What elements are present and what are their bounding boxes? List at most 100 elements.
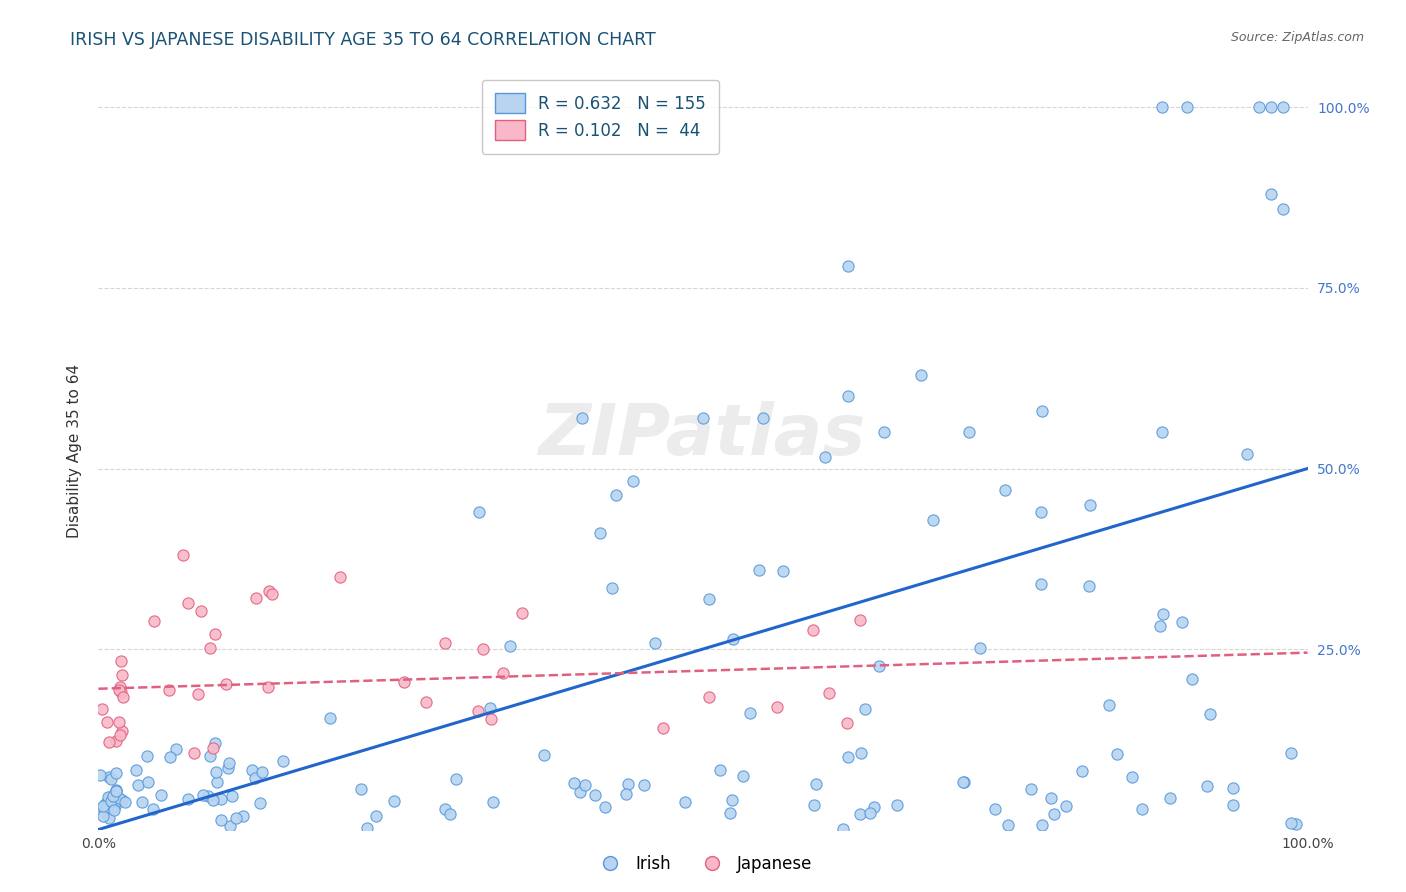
Point — [232, 809, 254, 823]
Point — [225, 811, 247, 825]
Point — [482, 795, 505, 809]
Point — [533, 747, 555, 762]
Point — [110, 685, 132, 699]
Point — [772, 564, 794, 578]
Point — [479, 701, 502, 715]
Point — [111, 793, 134, 807]
Point — [108, 680, 131, 694]
Point — [595, 800, 617, 814]
Point — [103, 789, 125, 803]
Point — [1236, 447, 1258, 461]
Point — [571, 411, 593, 425]
Point — [177, 596, 200, 610]
Point — [245, 591, 267, 606]
Point — [215, 677, 238, 691]
Point — [1040, 791, 1063, 805]
Point — [97, 811, 120, 825]
Point — [198, 749, 221, 764]
Point — [467, 704, 489, 718]
Point — [837, 260, 859, 274]
Point — [91, 702, 114, 716]
Point — [96, 799, 118, 814]
Point — [748, 563, 770, 577]
Point — [356, 821, 378, 835]
Point — [562, 776, 585, 790]
Point — [1078, 498, 1101, 512]
Point — [250, 764, 273, 779]
Point — [709, 763, 731, 777]
Point — [886, 798, 908, 813]
Point — [329, 570, 352, 584]
Point — [197, 789, 219, 803]
Point — [217, 762, 239, 776]
Text: ZIPatlas: ZIPatlas — [540, 401, 866, 470]
Point — [652, 721, 675, 735]
Point — [569, 785, 592, 799]
Point — [673, 796, 696, 810]
Point — [98, 770, 121, 784]
Point — [621, 474, 644, 488]
Point — [97, 789, 120, 804]
Point — [260, 587, 283, 601]
Point — [111, 724, 134, 739]
Point — [100, 800, 122, 814]
Point — [957, 425, 980, 440]
Point — [721, 632, 744, 646]
Point — [107, 682, 129, 697]
Point — [201, 793, 224, 807]
Point — [1029, 505, 1052, 519]
Point — [105, 794, 128, 808]
Point — [104, 783, 127, 797]
Point — [472, 642, 495, 657]
Point — [382, 794, 405, 808]
Point — [849, 613, 872, 627]
Point — [91, 809, 114, 823]
Point — [110, 654, 132, 668]
Point — [1279, 746, 1302, 760]
Point — [766, 700, 789, 714]
Point — [172, 548, 194, 562]
Point — [984, 802, 1007, 816]
Point — [922, 513, 945, 527]
Point — [205, 765, 228, 780]
Point — [1130, 802, 1153, 816]
Point — [589, 526, 612, 541]
Point — [468, 505, 491, 519]
Point — [207, 774, 229, 789]
Point — [1181, 672, 1204, 686]
Point — [1152, 425, 1174, 440]
Point — [1195, 779, 1218, 793]
Point — [1071, 764, 1094, 778]
Point — [804, 777, 827, 791]
Point — [633, 778, 655, 792]
Point — [997, 818, 1019, 832]
Point — [114, 795, 136, 809]
Point — [697, 591, 720, 606]
Point — [1054, 799, 1077, 814]
Point — [697, 690, 720, 704]
Point — [574, 778, 596, 792]
Point — [249, 796, 271, 810]
Point — [271, 755, 294, 769]
Point — [105, 784, 128, 798]
Point — [190, 604, 212, 618]
Point — [1043, 807, 1066, 822]
Point — [319, 711, 342, 725]
Point — [100, 772, 122, 786]
Point — [1199, 706, 1222, 721]
Point — [1152, 607, 1174, 621]
Point — [831, 822, 853, 836]
Point — [97, 735, 120, 749]
Point — [605, 488, 627, 502]
Point — [104, 734, 127, 748]
Point — [849, 806, 872, 821]
Point — [952, 775, 974, 789]
Point — [1260, 100, 1282, 114]
Point — [177, 791, 200, 805]
Point — [510, 606, 533, 620]
Point — [837, 750, 859, 764]
Point — [98, 790, 121, 805]
Point — [803, 797, 825, 812]
Point — [149, 788, 172, 802]
Point — [868, 659, 890, 673]
